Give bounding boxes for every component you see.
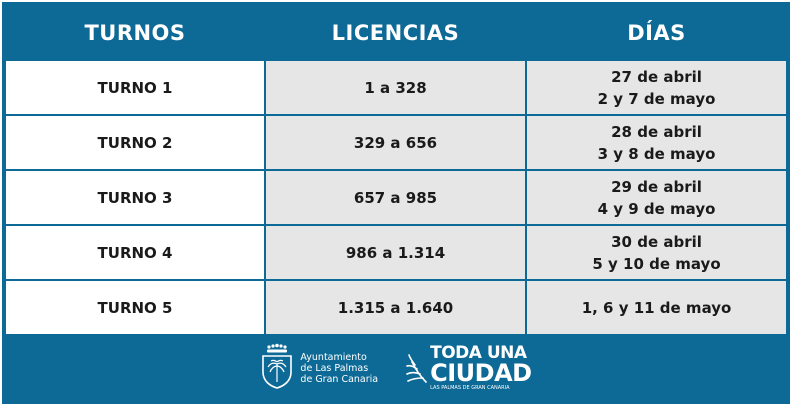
licencias-cell: 657 a 985 [266, 171, 525, 224]
dias-line: 28 de abril [611, 122, 702, 141]
dias-cell: 28 de abril 3 y 8 de mayo [527, 116, 786, 169]
ayuntamiento-logo: Ayuntamiento de Las Palmas de Gran Canar… [260, 342, 378, 394]
column-header-licencias: LICENCIAS [266, 6, 525, 59]
dias-line: 1, 6 y 11 de mayo [581, 298, 732, 317]
turno-cell: TURNO 2 [6, 116, 264, 169]
turno-cell: TURNO 5 [6, 281, 264, 334]
dias-cell: 30 de abril 5 y 10 de mayo [527, 226, 786, 279]
dias-line: 3 y 8 de mayo [597, 144, 716, 163]
turno-cell: TURNO 1 [6, 61, 264, 114]
ayuntamiento-name: Ayuntamiento de Las Palmas de Gran Canar… [300, 352, 378, 385]
campaign-line1: TODA UNA [430, 343, 527, 363]
ayuntamiento-line: de Gran Canaria [300, 373, 379, 385]
licencias-cell: 986 a 1.314 [266, 226, 525, 279]
dias-line: 29 de abril [611, 177, 702, 196]
campaign-wordmark: TODA UNA CIUDAD LAS PALMAS DE GRAN CANAR… [430, 343, 532, 392]
licencias-cell: 329 a 656 [266, 116, 525, 169]
coat-of-arms-icon [260, 342, 294, 394]
licencias-cell: 1 a 328 [266, 61, 525, 114]
toda-una-ciudad-logo: TODA UNA CIUDAD LAS PALMAS DE GRAN CANAR… [406, 343, 532, 392]
dias-line: 30 de abril [611, 232, 702, 251]
turno-cell: TURNO 4 [6, 226, 264, 279]
ayuntamiento-line: de Las Palmas [300, 362, 369, 374]
palm-leaf-icon [406, 348, 428, 388]
dias-cell: 29 de abril 4 y 9 de mayo [527, 171, 786, 224]
turno-cell: TURNO 3 [6, 171, 264, 224]
schedule-table: TURNOS LICENCIAS DÍAS TURNO 1 1 a 328 27… [6, 6, 786, 334]
column-header-dias: DÍAS [527, 6, 786, 59]
footer-logos: Ayuntamiento de Las Palmas de Gran Canar… [2, 332, 790, 404]
ayuntamiento-line: Ayuntamiento [300, 351, 367, 363]
column-header-turnos: TURNOS [6, 6, 264, 59]
campaign-line3: LAS PALMAS DE GRAN CANARIA [430, 385, 510, 391]
dias-line: 2 y 7 de mayo [597, 89, 716, 108]
dias-line: 5 y 10 de mayo [592, 254, 721, 273]
dias-line: 4 y 9 de mayo [597, 199, 716, 218]
licencias-cell: 1.315 a 1.640 [266, 281, 525, 334]
dias-cell: 1, 6 y 11 de mayo [527, 281, 786, 334]
dias-cell: 27 de abril 2 y 7 de mayo [527, 61, 786, 114]
dias-line: 27 de abril [611, 67, 702, 86]
campaign-line2: CIUDAD [430, 359, 532, 387]
